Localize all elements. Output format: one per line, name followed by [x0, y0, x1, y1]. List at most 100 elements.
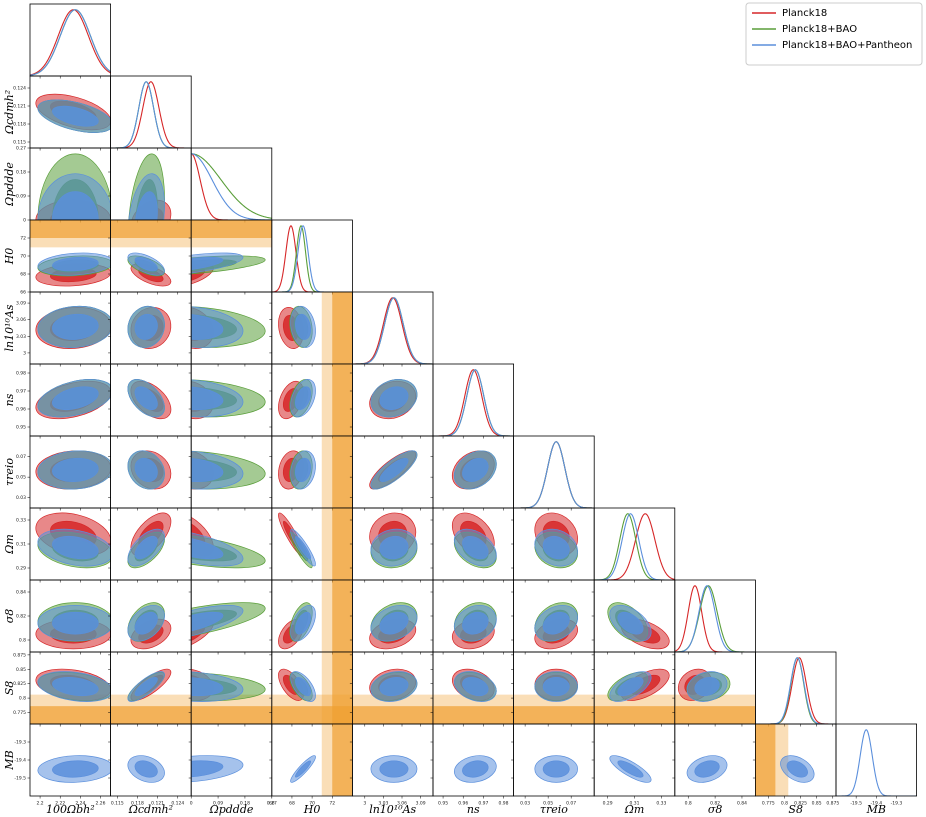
legend-label: Planck18+BAO+Pantheon: [782, 40, 912, 51]
x-axis-label: Ωpddde: [209, 803, 254, 816]
legend-box: [745, 2, 923, 66]
cell: [534, 512, 578, 569]
contour: [295, 611, 312, 635]
cell: [127, 512, 172, 569]
cell: [35, 602, 111, 650]
cell: [127, 305, 172, 349]
cell: [110, 220, 192, 287]
band: [332, 364, 353, 436]
y-tick-label: 0.29: [16, 566, 26, 572]
contour: [694, 677, 720, 697]
cell: [534, 755, 578, 783]
contour: [542, 677, 570, 697]
cell-frame: [755, 651, 837, 725]
cell: [278, 436, 353, 508]
cell: [35, 379, 111, 420]
marginal-curve: [594, 513, 675, 580]
y-tick-label: 0.775: [13, 710, 26, 716]
x-tick-label: 0.97: [478, 801, 488, 807]
cell: [369, 602, 418, 650]
marginal-curve: [513, 441, 595, 508]
marginal-curve: [352, 297, 433, 364]
cell: [755, 657, 836, 724]
x-tick-label: 2.22: [55, 801, 65, 807]
band: [30, 220, 111, 238]
contour: [134, 313, 158, 340]
y-tick-label: 0: [23, 218, 26, 224]
band: [332, 436, 353, 508]
cell: [35, 512, 111, 569]
cell: [451, 450, 497, 490]
cell: [30, 9, 111, 76]
cell-frame: [593, 723, 676, 797]
y-tick-label: 0.96: [16, 407, 26, 413]
marginal-curve: [433, 369, 514, 436]
cell-frame: [432, 363, 514, 437]
y-tick-label: 72: [20, 236, 26, 242]
contour: [379, 760, 409, 778]
x-tick-label: -19.5: [850, 801, 862, 807]
x-tick-label: 72: [329, 801, 335, 807]
contour: [617, 677, 644, 697]
cell-frame: [674, 579, 756, 653]
cell: [30, 220, 111, 287]
x-tick-label: 0.29: [603, 801, 613, 807]
x-tick-label: 2.2: [36, 801, 43, 807]
cell: [836, 729, 917, 796]
x-tick-label: 0.18: [240, 801, 250, 807]
contour: [134, 677, 158, 697]
y-tick-label: 68: [20, 272, 26, 278]
marginal-curve: [191, 153, 272, 220]
y-tick-label: 3.06: [16, 317, 26, 323]
marginal-curve: [30, 9, 111, 76]
cell-frame: [29, 3, 111, 77]
band: [332, 292, 353, 364]
x-tick-label: 0.85: [812, 801, 822, 807]
contour: [52, 677, 99, 697]
y-axis-label: Ωm: [3, 534, 16, 555]
x-tick-label: -19.3: [891, 801, 903, 807]
cell: [674, 585, 756, 652]
x-tick-label: 0.84: [737, 801, 747, 807]
x-tick-label: 0.8: [685, 801, 692, 807]
y-tick-label: 0.33: [16, 518, 26, 524]
x-tick-label: 0.775: [762, 801, 775, 807]
cell: [37, 755, 111, 783]
contour: [462, 457, 489, 483]
x-tick-label: 0.98: [499, 801, 509, 807]
y-axis-label: S8: [3, 681, 16, 696]
cell: [609, 755, 652, 783]
cell: [755, 724, 815, 796]
contour: [52, 191, 99, 220]
x-tick-label: 3.03: [378, 801, 388, 807]
y-tick-label: -19.4: [14, 758, 26, 764]
x-tick-label: 0.124: [171, 801, 184, 807]
contour: [786, 760, 808, 778]
contour: [462, 611, 489, 635]
y-tick-label: 0.03: [16, 495, 26, 501]
x-tick-label: 0.07: [566, 801, 576, 807]
cell: [127, 755, 165, 783]
contour: [134, 386, 158, 411]
contour: [191, 305, 244, 348]
y-axis-label: MB: [3, 750, 16, 770]
cell-frame: [351, 291, 434, 365]
cell: [369, 379, 418, 420]
contour: [379, 457, 409, 483]
contour: [542, 535, 570, 560]
contour: [379, 677, 409, 697]
x-tick-label: 0.03: [520, 801, 530, 807]
y-axis-label: H0: [3, 248, 16, 266]
contour: [52, 313, 99, 340]
marginal-curve: [674, 585, 756, 652]
y-tick-label: 0.27: [16, 146, 26, 152]
cell: [674, 668, 756, 724]
x-tick-label: 0.118: [131, 801, 144, 807]
contour: [462, 760, 489, 778]
x-axis-label: H0: [303, 803, 321, 816]
cell: [352, 668, 433, 724]
contour: [191, 256, 224, 272]
cell: [451, 512, 497, 569]
cell: [534, 602, 578, 650]
